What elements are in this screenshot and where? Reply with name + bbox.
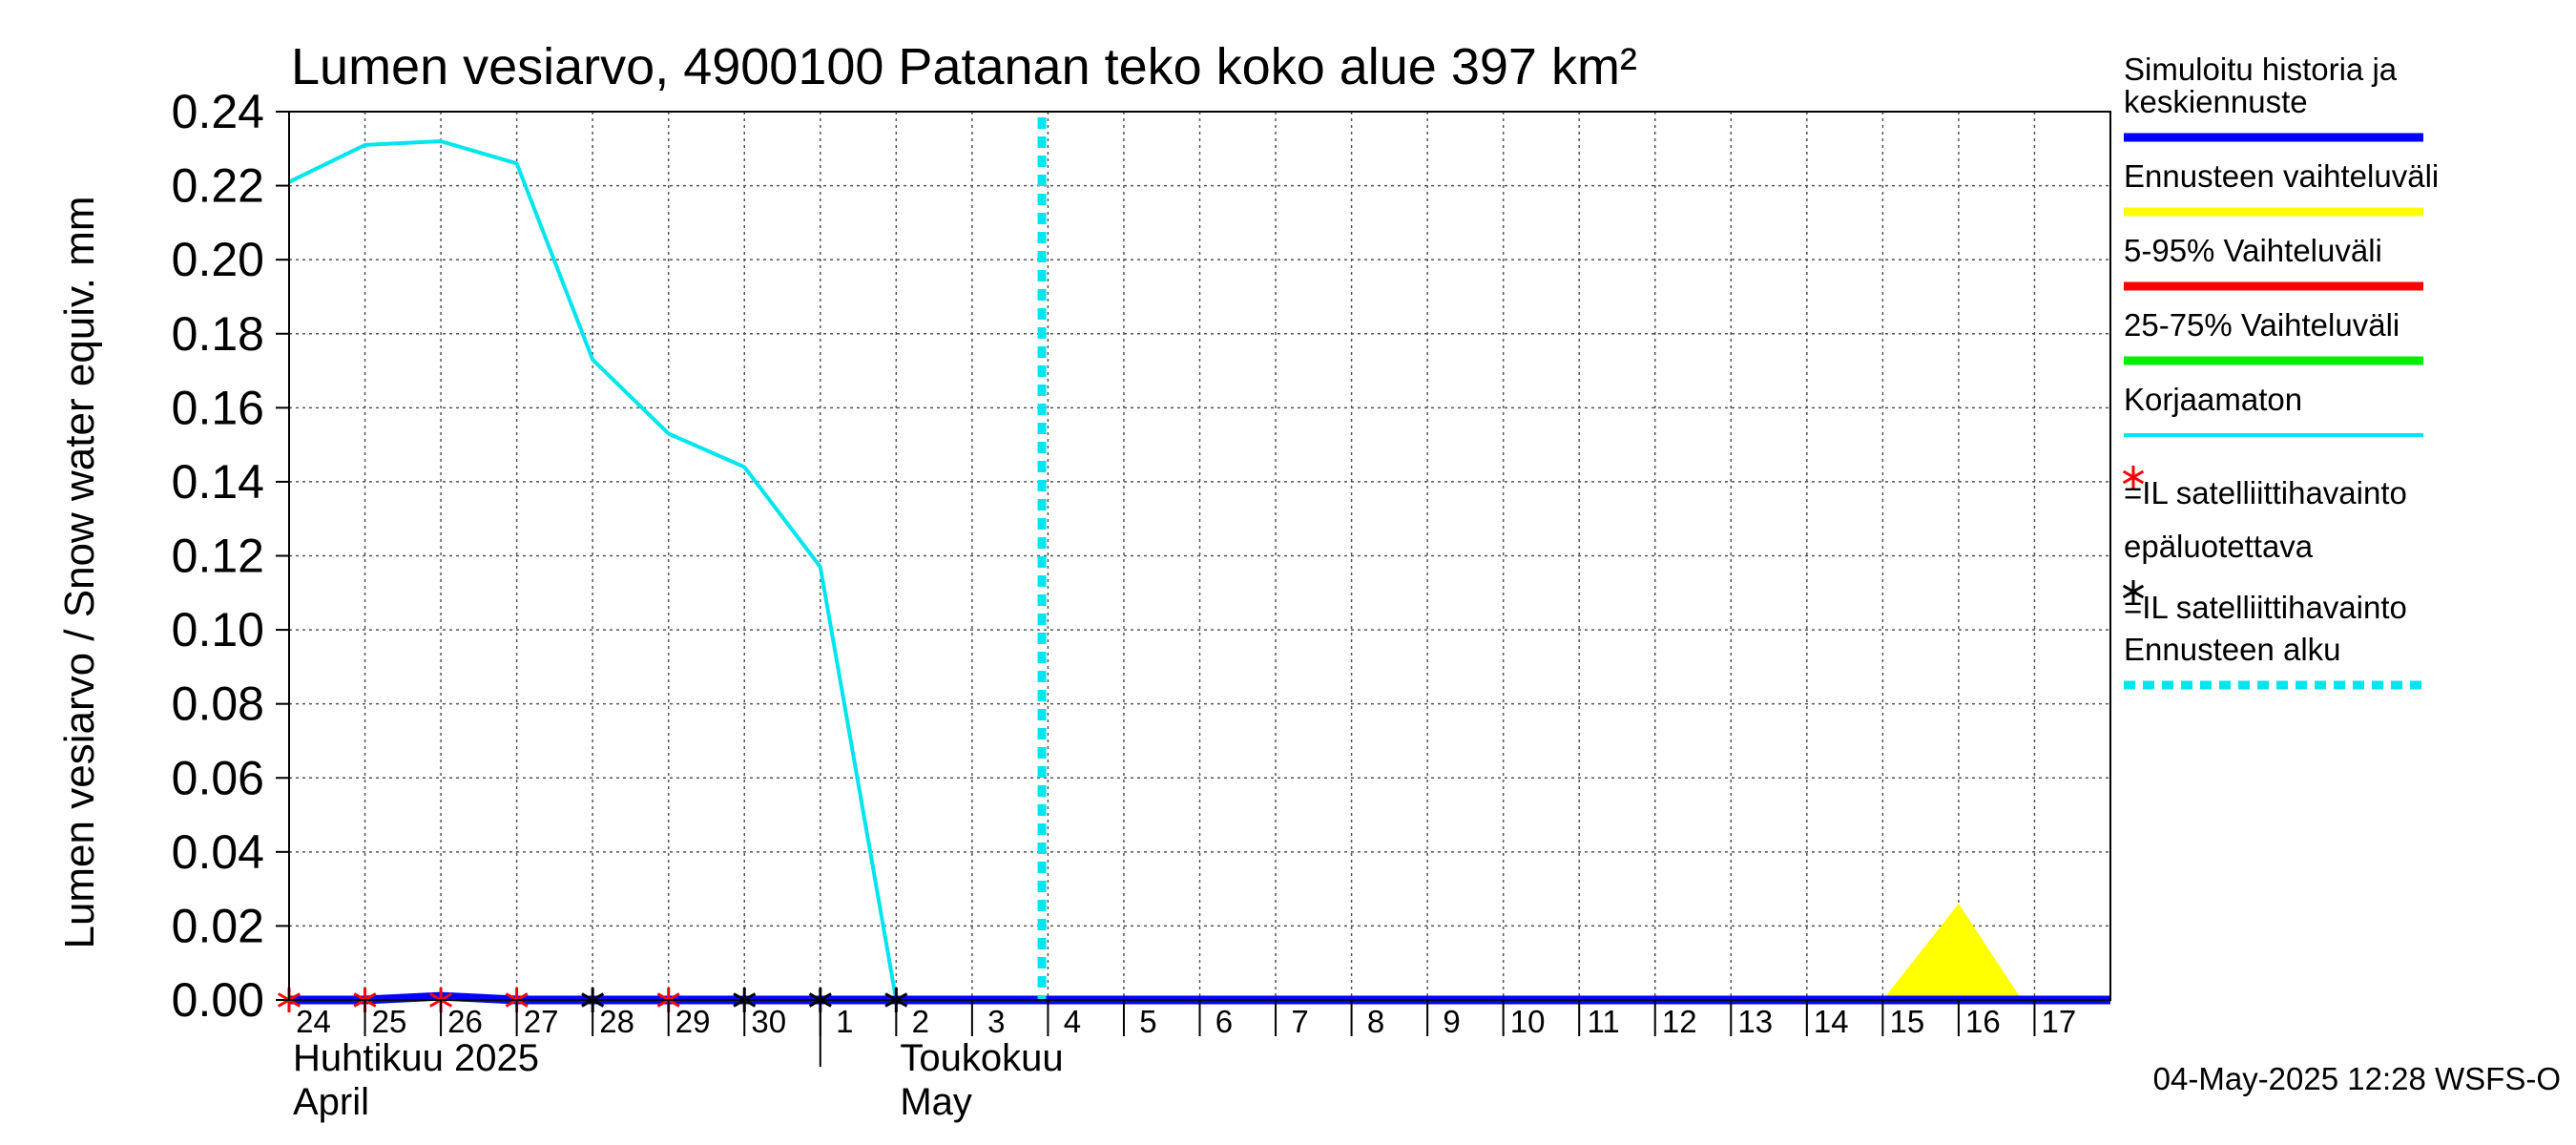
x-tick-label: 29 [675,1004,711,1039]
x-tick-label: 9 [1443,1004,1460,1039]
y-tick-label: 0.20 [172,233,264,286]
y-tick-label: 0.12 [172,530,264,583]
legend-label: Korjaamaton [2124,382,2302,417]
legend-label: 25-75% Vaihteluväli [2124,307,2399,343]
y-tick-label: 0.00 [172,973,264,1027]
y-tick-label: 0.04 [172,825,264,879]
plot-grid [289,111,2110,1000]
x-tick-label: 16 [1965,1004,2001,1039]
x-tick-label: 24 [296,1004,331,1039]
legend-label: =IL satelliittihavainto [2124,590,2407,625]
x-tick-label: 26 [447,1004,483,1039]
series-korjaamaton-line [288,139,899,1001]
x-tick-label: 2 [912,1004,929,1039]
axes: 0.00 0.02 0.04 0.06 0.08 0.10 0.12 0.14 0.16 0.18… [172,85,2111,1123]
legend-label: Ennusteen alku [2124,632,2341,667]
x-tick-label: 27 [524,1004,559,1039]
y-tick-label: 0.06 [172,751,264,804]
x-tick-label: 5 [1139,1004,1156,1039]
legend-star-icon [2122,580,2145,603]
legend-item: =IL satelliittihavainto [2122,580,2407,625]
month-label: May [900,1081,972,1123]
x-tick-label: 4 [1064,1004,1081,1039]
legend-item: 25-75% Vaihteluväli [2124,307,2423,365]
legend-label: =IL satelliittihavainto [2124,475,2407,510]
x-tick-label: 30 [751,1004,786,1039]
legend-item: =IL satelliittihavainto epäluotettava [2122,466,2407,564]
y-axis-label: Lumen vesiarvo / Snow water equiv. mm [56,196,103,948]
month-label: April [293,1081,369,1123]
footer-timestamp: 04-May-2025 12:28 WSFS-O [2153,1061,2561,1096]
x-tick-label: 25 [372,1004,407,1039]
y-tick-label: 0.02 [172,899,264,952]
y-tick-label: 0.10 [172,603,264,656]
legend-label: Simuloitu historia ja [2124,52,2398,87]
legend-label: Ennusteen vaihteluväli [2124,158,2439,194]
legend-item: Ennusteen vaihteluväli [2124,158,2439,217]
legend-item: Korjaamaton [2124,382,2423,437]
x-tick-label: 14 [1814,1004,1849,1039]
y-tick-label: 0.24 [172,85,264,138]
legend-label: epäluotettava [2124,529,2314,564]
x-tick-label: 10 [1510,1004,1546,1039]
forecast-range-band [1123,904,2023,1000]
y-tick-label: 0.16 [172,381,264,434]
y-tick-label: 0.08 [172,677,264,731]
x-tick-label: 8 [1367,1004,1384,1039]
y-tick-label: 0.14 [172,455,264,509]
legend-item: 5-95% Vaihteluväli [2124,233,2423,291]
x-tick-label: 28 [599,1004,634,1039]
x-tick-label: 6 [1215,1004,1233,1039]
y-tick-label: 0.18 [172,307,264,361]
x-tick-label: 1 [836,1004,853,1039]
month-label: Toukokuu [900,1037,1063,1079]
legend-item: Ennusteen alku [2124,632,2423,690]
legend-star-icon [2122,466,2145,489]
month-label: Huhtikuu 2025 [293,1037,539,1079]
range-band-area [1123,904,2023,1000]
x-tick-label: 3 [987,1004,1005,1039]
y-tick-label: 0.22 [172,159,264,213]
x-tick-label: 17 [2042,1004,2077,1039]
legend-label: 5-95% Vaihteluväli [2124,233,2382,268]
legend-label: keskiennuste [2124,84,2308,119]
x-tick-label: 7 [1291,1004,1308,1039]
x-tick-label: 12 [1662,1004,1697,1039]
x-tick-label: 15 [1889,1004,1924,1039]
x-tick-label: 11 [1588,1004,1620,1039]
x-tick-label: 13 [1737,1004,1773,1039]
chart-title: Lumen vesiarvo, 4900100 Patanan teko kok… [291,38,1637,95]
